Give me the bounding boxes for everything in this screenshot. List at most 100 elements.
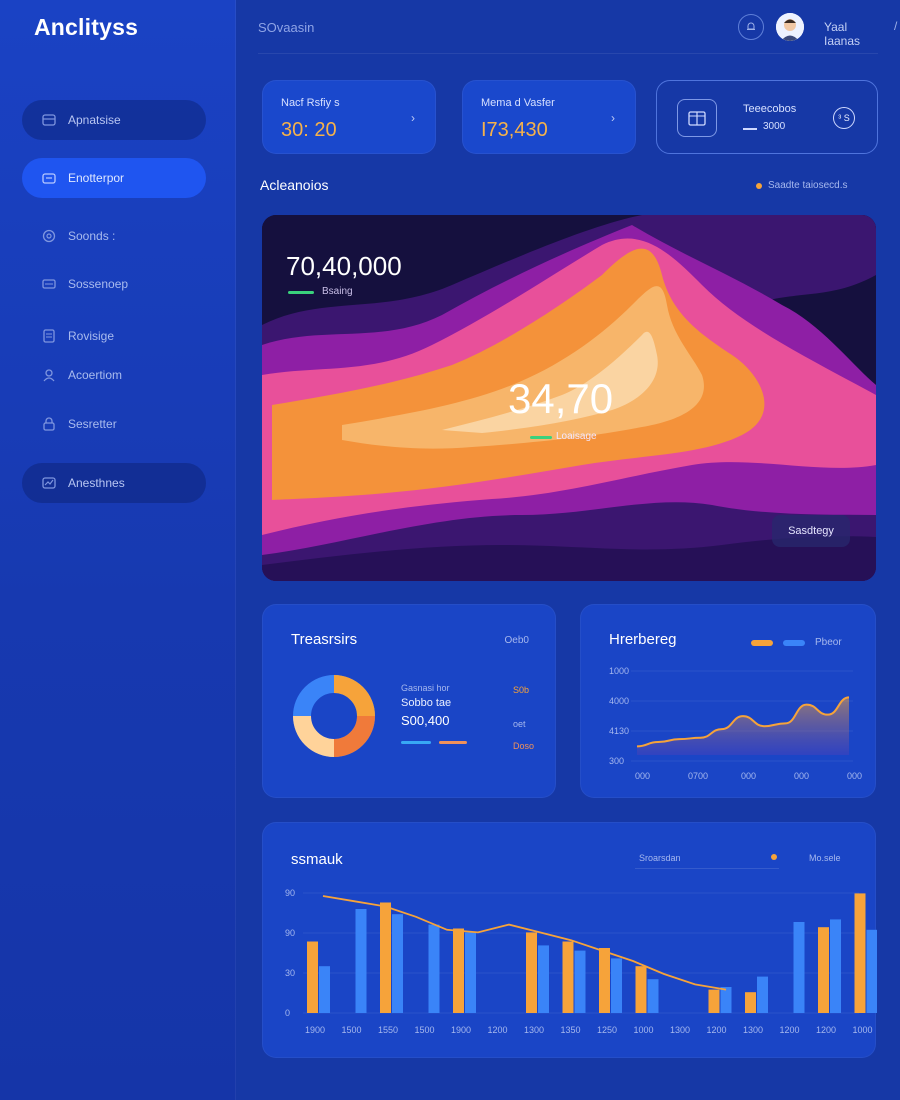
sidebar-item-label: Rovisige <box>68 329 114 343</box>
sidebar-item-anesthnes[interactable]: Anesthnes <box>22 463 206 503</box>
x-tick-label: 1250 <box>597 1025 617 1035</box>
user-name[interactable]: Yaal Iaanas <box>824 20 878 48</box>
x-tick-label: 1900 <box>305 1025 325 1035</box>
bar <box>855 893 866 1013</box>
kpi-label: Teeecobos <box>743 103 796 115</box>
bar <box>563 942 574 1014</box>
bar <box>721 987 732 1013</box>
chevron-right-icon[interactable]: › <box>611 111 615 125</box>
divider <box>743 128 757 130</box>
card-title: Treasrsirs <box>291 631 357 648</box>
hero-primary-value: 70,40,000 <box>286 251 402 282</box>
bar <box>830 919 841 1013</box>
main-content: SOvaasin Yaal Iaanas / Nacf Rsfiy s 30: … <box>236 0 900 1100</box>
document-icon <box>40 327 58 345</box>
bar <box>453 929 464 1014</box>
y-tick-label: 300 <box>609 756 624 766</box>
donut-stat: S0b <box>513 685 529 695</box>
folder-icon <box>40 169 58 187</box>
x-tick-label: 1550 <box>378 1025 398 1035</box>
bar <box>392 914 403 1013</box>
donut-stat: oet <box>513 719 526 729</box>
kpi-card[interactable]: Mema d Vasfer I73,430 › <box>462 80 636 154</box>
sidebar-item-apnatsise[interactable]: Apnatsise <box>22 100 206 140</box>
info-button[interactable]: ³ S <box>833 107 855 129</box>
brand-logo: Anclityss <box>34 14 138 41</box>
bar <box>380 903 391 1014</box>
sidebar-item-enotterpor[interactable]: Enotterpor <box>22 158 206 198</box>
sidebar-item-sesretter[interactable]: Sesretter <box>22 404 206 444</box>
bar <box>319 966 330 1013</box>
bar <box>538 945 549 1013</box>
hero-center-label: Loaisage <box>556 431 597 442</box>
bar <box>307 942 318 1014</box>
line-chart-card: Hrerbereg Pbeor 1000 4000 4130 300 000 0700 00… <box>580 604 876 798</box>
kpi-value: I73,430 <box>481 119 548 142</box>
hero-action-button[interactable]: Sasdtegy <box>772 515 850 547</box>
bar <box>794 922 805 1013</box>
sidebar-item-soonds[interactable]: Soonds : <box>22 216 206 256</box>
sidebar: Anclityss Apnatsise Enotterpor Soonds : … <box>0 0 236 1100</box>
x-tick-label: 1200 <box>707 1025 727 1035</box>
x-tick-label: 000 <box>847 771 862 781</box>
x-tick-label: 1500 <box>342 1025 362 1035</box>
y-tick-label: 0 <box>285 1008 290 1018</box>
x-tick-label: 000 <box>741 771 756 781</box>
kpi-card[interactable]: Nacf Rsfiy s 30: 20 › <box>262 80 436 154</box>
y-tick-label: 1000 <box>609 666 629 676</box>
sidebar-item-sossenoep[interactable]: Sossenoep <box>22 264 206 304</box>
kpi-label: Mema d Vasfer <box>481 97 555 109</box>
donut-chart <box>289 671 379 761</box>
hero-visual-card: 70,40,000 Bsaing 34,70 Loaisage Sasdtegy <box>262 215 876 581</box>
y-tick-label: 4130 <box>609 726 629 736</box>
donut-line: Sobbo tae <box>401 697 451 709</box>
legend-swatch <box>401 741 431 744</box>
sidebar-item-label: Enotterpor <box>68 171 124 185</box>
sidebar-item-label: Anesthnes <box>68 476 125 490</box>
legend-swatch <box>439 741 467 744</box>
x-tick-label: 1300 <box>670 1025 690 1035</box>
y-tick-label: 30 <box>285 968 295 978</box>
bar-chart: 0 30 90 90 1900 1500 1550 1500 1900 1200 1300 1350 1… <box>263 823 877 1059</box>
box-icon <box>677 99 717 137</box>
sidebar-item-label: Sesretter <box>68 417 117 431</box>
chevron-right-icon[interactable]: › <box>411 111 415 125</box>
kpi-label: Nacf Rsfiy s <box>281 97 340 109</box>
sidebar-item-rovisige[interactable]: Rovisige <box>22 316 206 356</box>
monitor-icon <box>40 275 58 293</box>
kpi-value: 30: 20 <box>281 119 337 142</box>
avatar[interactable] <box>776 13 804 41</box>
bar <box>636 966 647 1013</box>
bar <box>356 909 367 1013</box>
hero-primary-label: Bsaing <box>322 286 353 297</box>
kpi-card[interactable]: Teeecobos 3000 ³ S <box>656 80 878 154</box>
donut-stat: Doso <box>513 741 534 751</box>
bar <box>611 958 622 1013</box>
legend-dot <box>756 183 762 189</box>
page-title: SOvaasin <box>258 20 314 35</box>
trend-indicator <box>530 436 552 439</box>
chart-icon <box>40 474 58 492</box>
bell-icon[interactable] <box>738 14 764 40</box>
x-tick-label: 1350 <box>561 1025 581 1035</box>
sidebar-item-acoertiom[interactable]: Acoertiom <box>22 355 206 395</box>
x-tick-label: 1900 <box>451 1025 471 1035</box>
area-chart: 1000 4000 4130 300 000 0700 000 000 000 <box>581 605 877 799</box>
x-tick-label: 1200 <box>780 1025 800 1035</box>
hero-center-value: 34,70 <box>508 375 613 423</box>
donut-value: S00,400 <box>401 713 449 728</box>
y-tick-label: 90 <box>285 888 295 898</box>
x-tick-label: 000 <box>635 771 650 781</box>
donut-line: Gasnasi hor <box>401 683 450 693</box>
area-fill <box>637 697 849 755</box>
kpi-sub-value: 3000 <box>763 121 785 132</box>
gear-icon <box>40 227 58 245</box>
chevron-down-icon[interactable]: / <box>894 19 897 33</box>
legend-label: Saadte taiosecd.s <box>768 180 848 191</box>
grid-icon <box>40 111 58 129</box>
donut-card: Treasrsirs Oeb0 Gasnasi hor Sobbo tae S0… <box>262 604 556 798</box>
section-legend: Saadte taiosecd.s <box>756 180 848 191</box>
sidebar-item-label: Acoertiom <box>68 368 122 382</box>
card-meta: Oeb0 <box>505 635 529 646</box>
bar <box>429 925 440 1013</box>
